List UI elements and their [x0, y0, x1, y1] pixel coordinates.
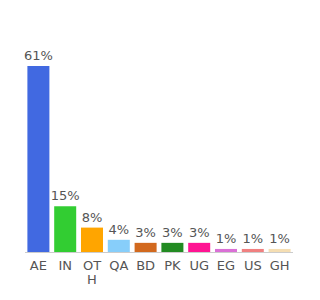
- tick-label-line: EG: [217, 258, 235, 273]
- data-label: 1%: [242, 231, 263, 246]
- tick-label: UG: [189, 258, 209, 273]
- data-label: 15%: [51, 188, 80, 203]
- tick-label-line: OT: [83, 258, 101, 273]
- tick-label: EG: [217, 258, 235, 273]
- bar: [161, 243, 183, 252]
- bar: [54, 206, 76, 252]
- tick-label: US: [244, 258, 262, 273]
- data-label: 1%: [216, 231, 237, 246]
- bar: [269, 249, 291, 252]
- bar: [242, 249, 264, 252]
- data-label: 4%: [108, 222, 129, 237]
- data-label: 1%: [269, 231, 290, 246]
- tick-label: IN: [58, 258, 72, 273]
- bars: [27, 66, 290, 252]
- bar: [27, 66, 49, 252]
- tick-label-line: US: [244, 258, 262, 273]
- tick-label-line: BD: [136, 258, 155, 273]
- tick-label: AE: [30, 258, 47, 273]
- bar: [135, 243, 157, 252]
- tick-label: QA: [109, 258, 128, 273]
- tick-label: BD: [136, 258, 155, 273]
- tick-label-line: GH: [270, 258, 290, 273]
- tick-label: OTH: [83, 258, 101, 287]
- tick-label: GH: [270, 258, 290, 273]
- tick-label-line: QA: [109, 258, 128, 273]
- bar: [188, 243, 210, 252]
- data-label: 3%: [162, 225, 183, 240]
- bar: [215, 249, 237, 252]
- data-label: 3%: [135, 225, 156, 240]
- tick-label-line: IN: [58, 258, 72, 273]
- bar: [81, 228, 103, 252]
- tick-label-line: AE: [30, 258, 47, 273]
- bar: [108, 240, 130, 252]
- tick-label-line: PK: [164, 258, 181, 273]
- data-label: 61%: [24, 48, 53, 63]
- tick-label-line: H: [87, 272, 97, 287]
- data-label: 3%: [189, 225, 210, 240]
- tick-label: PK: [164, 258, 181, 273]
- data-label: 8%: [82, 210, 103, 225]
- axis-line: [25, 252, 293, 253]
- tick-label-line: UG: [189, 258, 209, 273]
- chart: 61% AE 15% IN 8% OTH 4% QA 3% BD 3% PK 3% UG 1% EG 1% US 1…: [0, 0, 320, 300]
